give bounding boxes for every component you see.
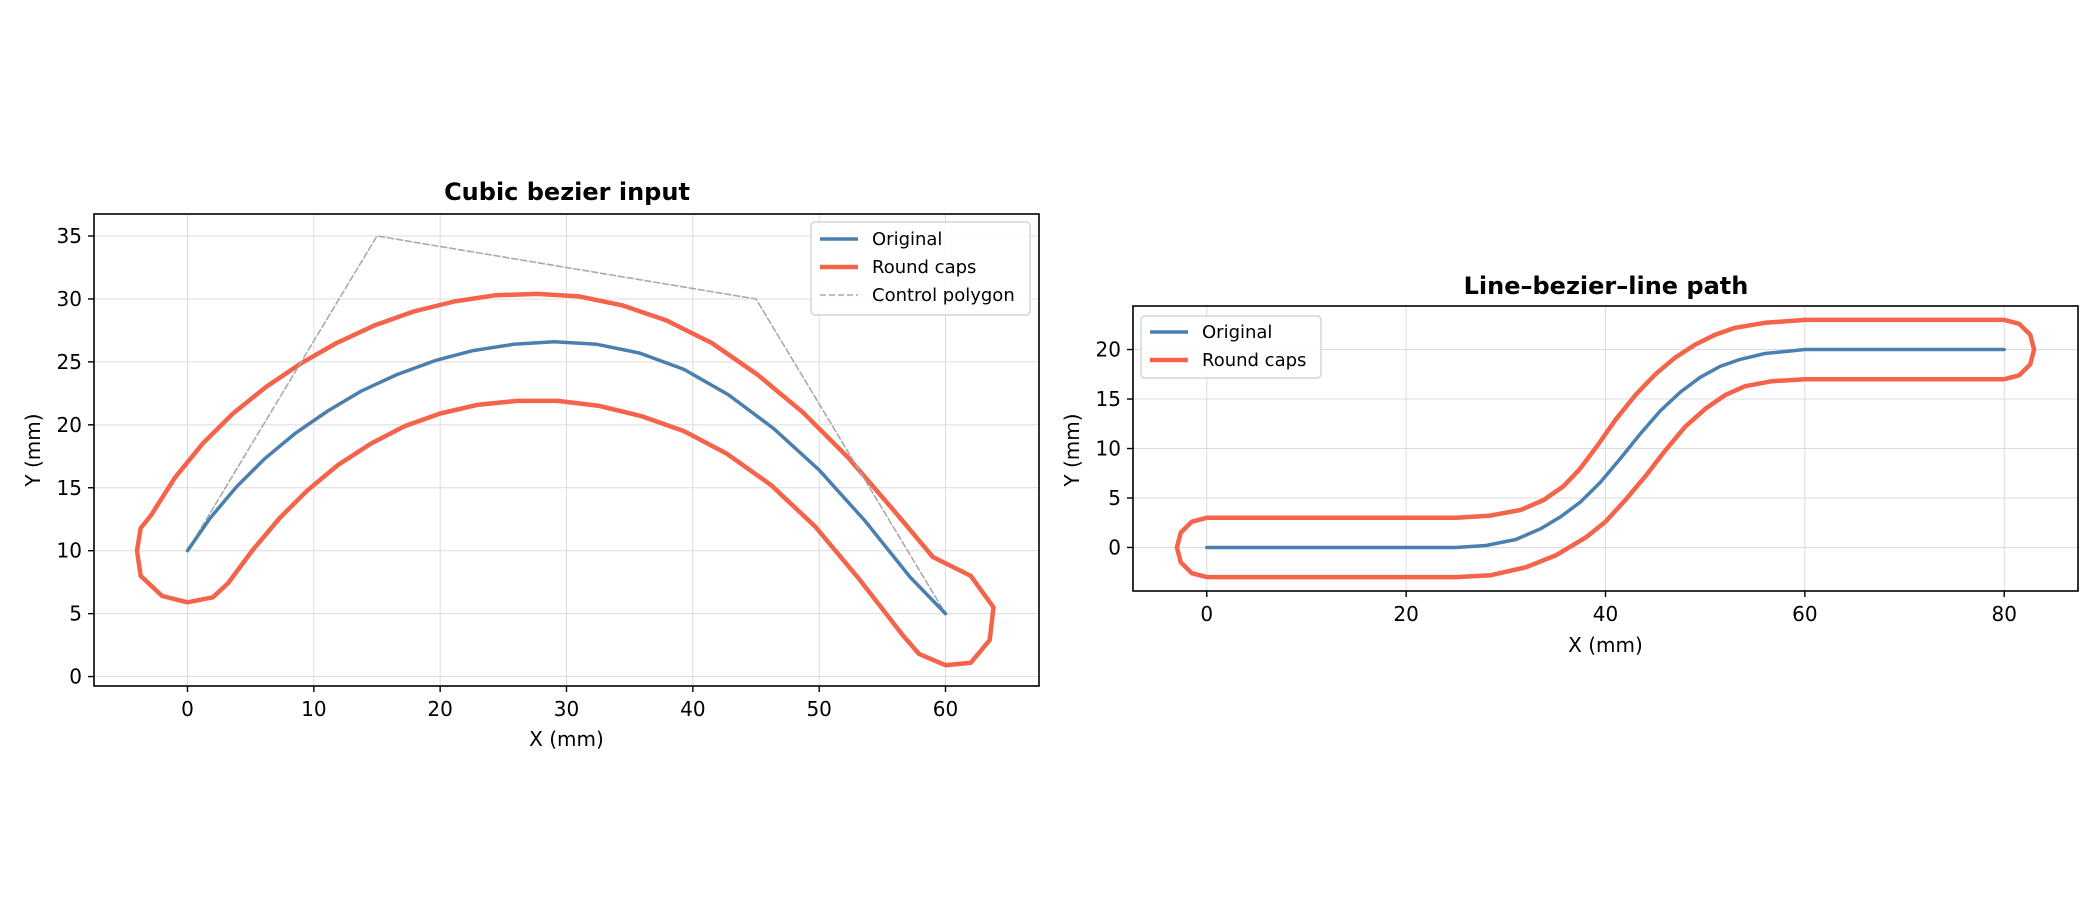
legend-label-round-caps: Round caps — [872, 257, 976, 278]
x-tick-label: 60 — [1792, 602, 1817, 626]
y-tick-label: 25 — [57, 350, 82, 374]
y-tick-label: 30 — [57, 287, 82, 311]
x-tick-label: 20 — [1393, 602, 1418, 626]
series-original — [1205, 347, 2006, 550]
y-axis-label: Y (mm) — [21, 413, 45, 487]
x-tick-label: 50 — [806, 697, 831, 721]
chart-line-bezier-line: Line–bezier–line path 0 20 40 60 8005101520 … — [1060, 272, 2079, 657]
legend-box — [810, 221, 1031, 316]
axis-ticks: 0 20 40 60 80 0 5 10 15 20 — [1096, 338, 2017, 626]
x-tick-label: 40 — [1593, 602, 1618, 626]
legend-label-round-caps: Round caps — [1202, 350, 1306, 371]
y-tick-label: 10 — [1096, 437, 1121, 461]
y-tick-label: 20 — [1096, 338, 1121, 362]
y-tick-label: 15 — [1096, 387, 1121, 411]
x-tick-label: 80 — [1992, 602, 2017, 626]
y-tick-label: 5 — [69, 602, 82, 626]
x-tick-label: 30 — [554, 697, 579, 721]
y-axis-label: Y (mm) — [1060, 413, 1084, 487]
legend-label-control-polygon: Control polygon — [872, 285, 1015, 306]
x-tick-label: 20 — [427, 697, 452, 721]
plot-area — [1174, 317, 2037, 580]
x-axis-label: X (mm) — [1568, 633, 1643, 657]
chart-title: Line–bezier–line path — [1464, 272, 1749, 300]
chart-cubic-bezier: Cubic bezier input 0 10 20 30 40 50 60 0 5 10 15 20… — [21, 178, 1040, 751]
legend-label-original: Original — [872, 229, 942, 250]
plot-area — [134, 235, 996, 668]
series-control-polygon — [186, 235, 947, 615]
x-tick-label: 0 — [181, 697, 194, 721]
axis-ticks: 0 10 20 30 40 50 60 0 5 10 15 20 25 30 35 — [57, 224, 959, 721]
x-tick-label: 60 — [933, 697, 958, 721]
x-tick-label: 40 — [680, 697, 705, 721]
x-tick-label: 0 — [1200, 602, 1213, 626]
y-tick-label: 0 — [1108, 535, 1121, 559]
x-axis-label: X (mm) — [529, 727, 604, 751]
y-tick-label: 20 — [57, 413, 82, 437]
chart-title: Cubic bezier input — [444, 178, 690, 206]
y-tick-label: 5 — [1108, 486, 1121, 510]
series-round-caps — [1174, 317, 2037, 580]
y-tick-label: 10 — [57, 539, 82, 563]
x-tick-label: 10 — [301, 697, 326, 721]
legend: Original Round caps — [1140, 315, 1322, 379]
series-round-caps — [134, 291, 996, 668]
series-original — [185, 340, 948, 616]
legend-label-original: Original — [1202, 322, 1272, 343]
y-tick-label: 15 — [57, 476, 82, 500]
y-tick-label: 35 — [57, 224, 82, 248]
legend: Original Round caps Control polygon — [810, 221, 1031, 316]
y-tick-label: 0 — [69, 665, 82, 689]
